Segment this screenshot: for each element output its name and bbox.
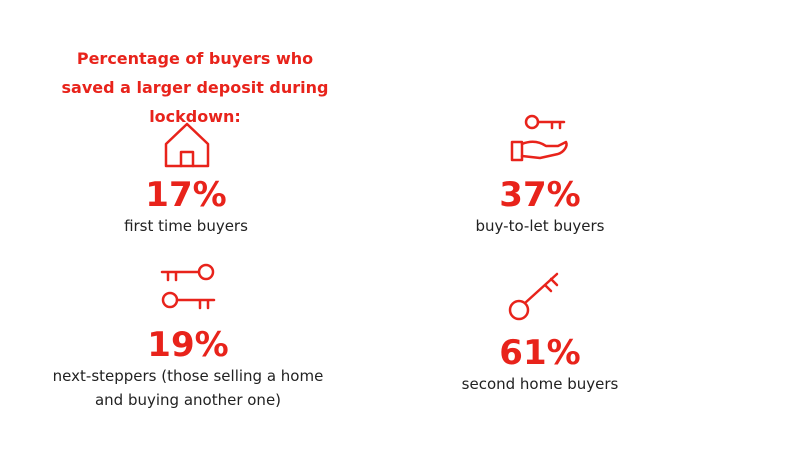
stat-value: 17% (145, 175, 227, 215)
two-keys-icon (160, 263, 216, 310)
stat-value: 61% (499, 333, 581, 373)
stat-label: next-steppers (those selling a home and … (52, 367, 324, 409)
stat-label: first time buyers (124, 217, 248, 235)
stat: 61% second home buyers (390, 334, 690, 396)
key-hand-icon (510, 114, 568, 162)
title: Percentage of buyers who saved a larger … (61, 49, 329, 126)
stat-value: 37% (499, 175, 581, 215)
stat-label: buy-to-let buyers (475, 217, 605, 235)
house-icon (164, 122, 210, 168)
stat-label: second home buyers (461, 375, 619, 393)
stat: 19% next-steppers (those selling a home … (38, 326, 338, 412)
stat: 17% first time buyers (36, 176, 336, 238)
stat-value: 19% (147, 325, 229, 365)
stat: 37% buy-to-let buyers (390, 176, 690, 238)
key-icon (508, 272, 559, 321)
